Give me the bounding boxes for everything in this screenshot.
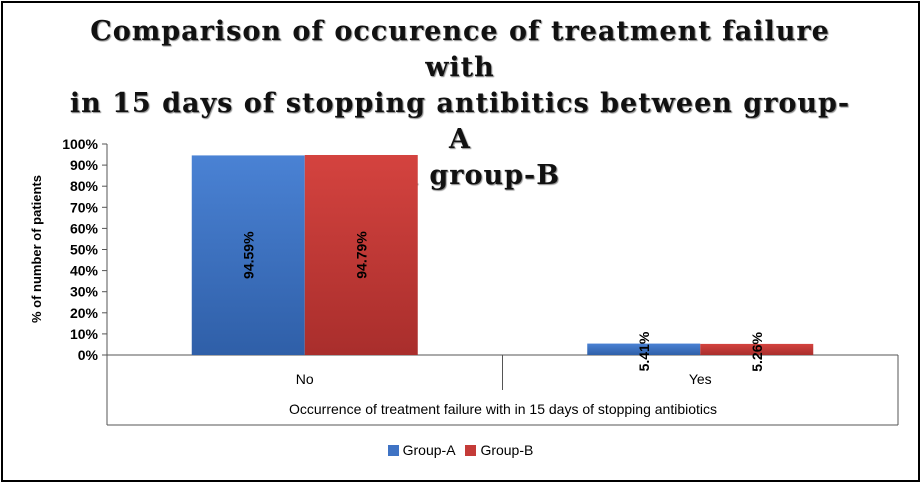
y-tick-label: 30% xyxy=(70,284,99,300)
y-tick-label: 40% xyxy=(70,263,99,279)
legend-swatch-group-a xyxy=(387,444,399,456)
legend-item-group-b: Group-B xyxy=(465,442,533,458)
y-tick-label: 80% xyxy=(70,178,99,194)
y-tick-label: 10% xyxy=(70,326,99,342)
data-label: 5.26% xyxy=(749,332,765,372)
y-tick-label: 70% xyxy=(70,199,99,215)
bar-group-a-no xyxy=(191,155,305,355)
legend: Group-A Group-B xyxy=(0,442,921,459)
bar-group-b-no xyxy=(304,154,418,355)
bar-group-b-yes xyxy=(700,343,814,355)
legend-item-group-a: Group-A xyxy=(387,442,456,458)
bar-group-a-yes xyxy=(587,343,701,355)
x-tick-label: Yes xyxy=(689,371,712,387)
y-tick-label: 20% xyxy=(70,305,99,321)
y-tick-label: 90% xyxy=(70,157,99,173)
legend-label-group-b: Group-B xyxy=(480,442,534,458)
y-tick-label: 50% xyxy=(70,242,99,258)
data-label: 94.79% xyxy=(353,231,369,279)
chart-title-line-2: in 15 days of stopping antibitics betwee… xyxy=(69,88,851,155)
y-tick-label: 100% xyxy=(62,136,98,152)
y-axis-title: % of number of patients xyxy=(29,175,44,323)
legend-swatch-group-b xyxy=(465,444,477,456)
data-label: 94.59% xyxy=(240,231,256,279)
data-label: 5.41% xyxy=(636,331,652,371)
y-tick-label: 0% xyxy=(78,347,99,363)
x-tick-label: No xyxy=(296,371,314,387)
y-tick-label: 60% xyxy=(70,220,99,236)
x-axis-title: Occurrence of treatment failure with in … xyxy=(289,401,717,417)
legend-label-group-a: Group-A xyxy=(402,442,456,458)
chart-title-line-1: Comparison of occurence of treatment fai… xyxy=(90,16,830,83)
chart-title: Comparison of occurence of treatment fai… xyxy=(60,14,860,194)
